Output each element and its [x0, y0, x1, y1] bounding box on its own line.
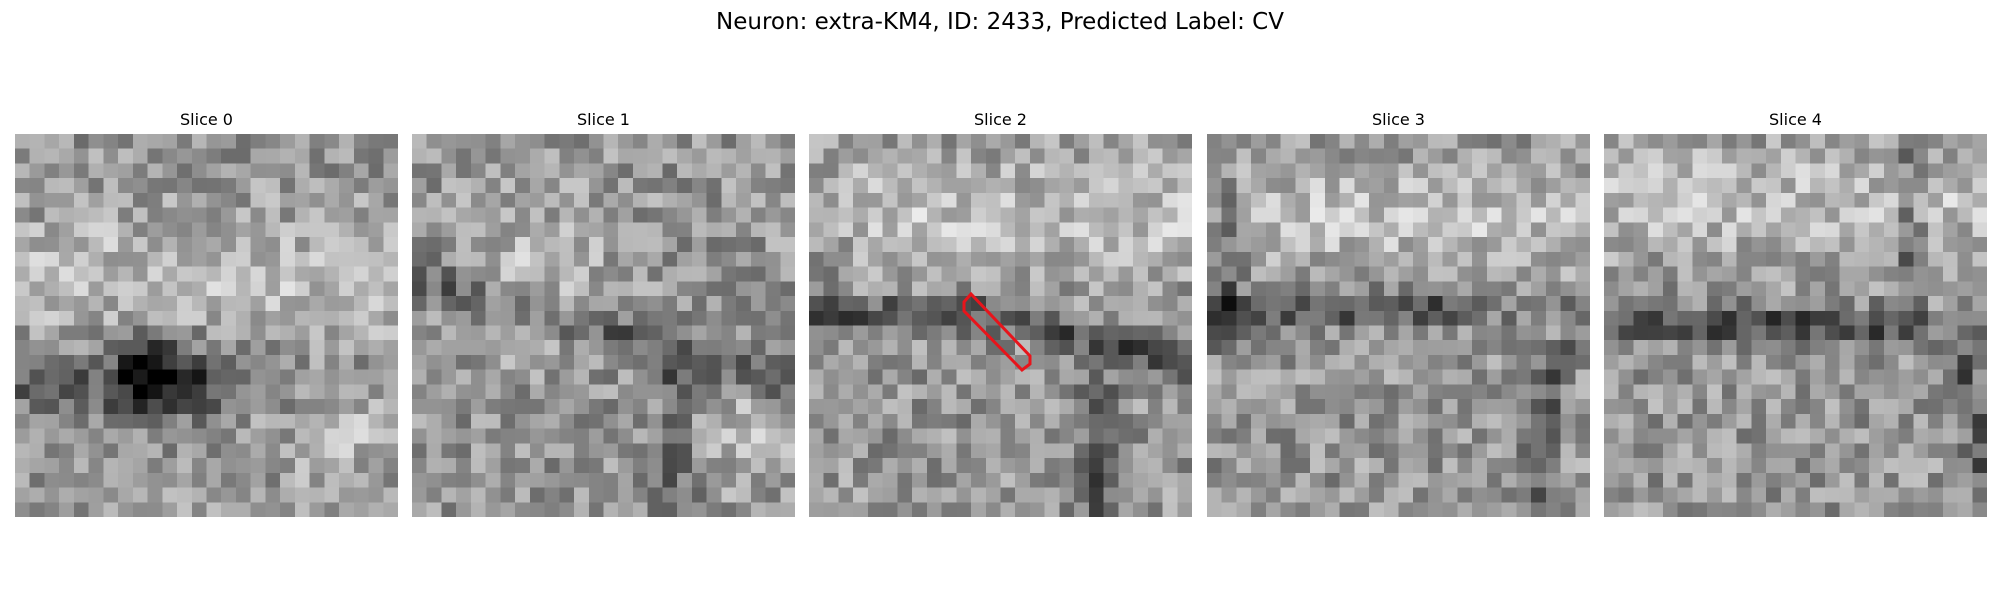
slice-panel-3: Slice 3 — [1207, 108, 1590, 517]
segmentation-outline — [962, 291, 1032, 372]
slice-canvas-1 — [412, 134, 795, 517]
slice-panel-2: Slice 2 — [809, 108, 1192, 517]
slice-panel-4: Slice 4 — [1604, 108, 1987, 517]
segmentation-outline-path — [962, 291, 1032, 372]
slice-canvas-3 — [1207, 134, 1590, 517]
slice-canvas-0 — [15, 134, 398, 517]
slice-title-1: Slice 1 — [577, 110, 630, 129]
slice-title-2: Slice 2 — [974, 110, 1027, 129]
figure-title: Neuron: extra-KM4, ID: 2433, Predicted L… — [716, 9, 1284, 35]
slice-title-3: Slice 3 — [1372, 110, 1425, 129]
slice-panel-0: Slice 0 — [15, 108, 398, 517]
slice-title-4: Slice 4 — [1769, 110, 1822, 129]
slice-image-4 — [1604, 134, 1987, 517]
slice-image-3 — [1207, 134, 1590, 517]
slice-title-0: Slice 0 — [180, 110, 233, 129]
slice-panel-1: Slice 1 — [412, 108, 795, 517]
slice-image-1 — [412, 134, 795, 517]
slice-image-2 — [809, 134, 1192, 517]
slice-image-0 — [15, 134, 398, 517]
slice-canvas-4 — [1604, 134, 1987, 517]
